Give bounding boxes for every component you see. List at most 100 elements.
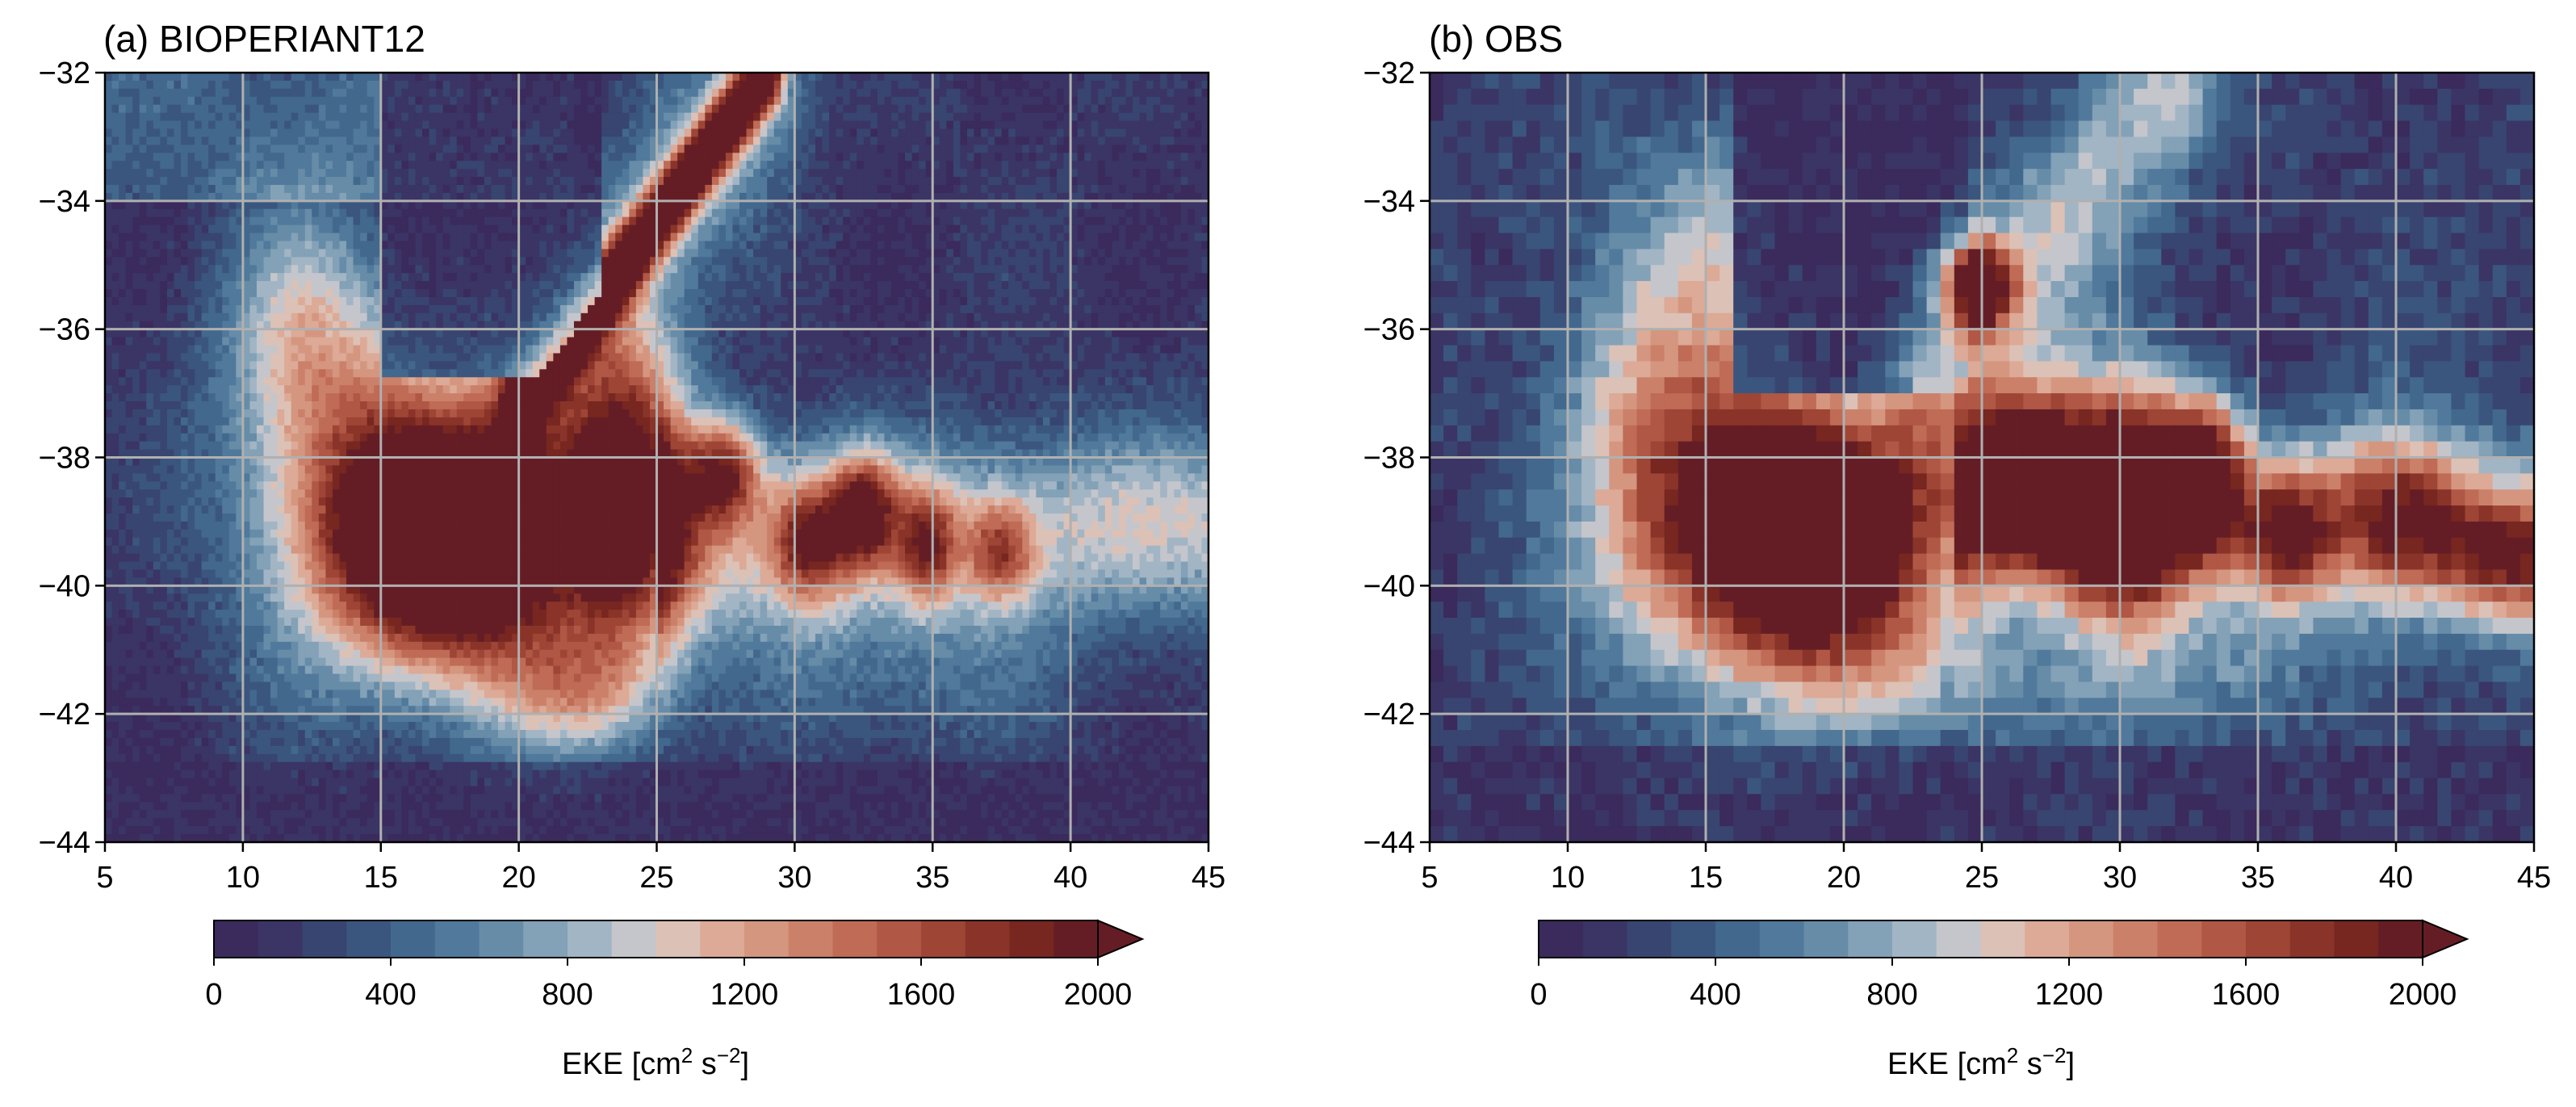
heatmap-cell (166, 289, 175, 298)
heatmap-cell (753, 312, 761, 322)
heatmap-cell (367, 224, 375, 234)
heatmap-cell (829, 224, 837, 234)
heatmap-cell (291, 241, 299, 249)
heatmap-cell (1008, 304, 1016, 314)
heatmap-cell (505, 112, 513, 122)
heatmap-cell (1028, 257, 1037, 266)
heatmap-cell (1112, 80, 1120, 90)
heatmap-cell (1057, 257, 1065, 266)
heatmap-cell (1133, 96, 1141, 106)
heatmap-cell (346, 192, 354, 202)
heatmap-cell (656, 304, 664, 314)
heatmap-cell (298, 200, 306, 210)
heatmap-cell (304, 289, 312, 298)
heatmap-cell (1194, 208, 1203, 218)
heatmap-cell (711, 208, 719, 218)
heatmap-cell (291, 96, 299, 106)
heatmap-cell (877, 96, 886, 106)
heatmap-cell (767, 128, 775, 138)
heatmap-cell (725, 136, 734, 145)
heatmap-cell (987, 257, 995, 266)
heatmap-cell (573, 216, 582, 226)
heatmap-cell (836, 104, 844, 114)
heatmap-cell (773, 273, 781, 282)
heatmap-cell (1042, 233, 1051, 242)
heatmap-cell (332, 200, 341, 210)
heatmap-cell (249, 73, 258, 82)
heatmap-cell (808, 145, 816, 153)
heatmap-cell (429, 289, 437, 298)
heatmap-cell (1070, 281, 1079, 290)
heatmap-cell (532, 169, 540, 178)
heatmap-cell (691, 169, 699, 178)
heatmap-cell (291, 153, 299, 161)
heatmap-cell (1112, 289, 1120, 298)
heatmap-cell (339, 289, 347, 298)
heatmap-cell (463, 161, 471, 170)
heatmap-cell (477, 265, 485, 274)
heatmap-cell (166, 184, 175, 194)
heatmap-cell (1187, 73, 1196, 82)
heatmap-cell (725, 281, 734, 290)
heatmap-cell (119, 281, 127, 290)
heatmap-cell (119, 224, 127, 234)
heatmap-cell (484, 161, 492, 170)
heatmap-cell (166, 321, 175, 330)
heatmap-cell (284, 304, 292, 314)
heatmap-cell (684, 265, 692, 274)
heatmap-cell (1118, 88, 1127, 98)
heatmap-cell (1022, 312, 1030, 322)
heatmap-cell (401, 88, 409, 98)
heatmap-cell (863, 104, 871, 114)
heatmap-cell (911, 73, 919, 82)
heatmap-cell (512, 192, 520, 202)
heatmap-cell (953, 104, 961, 114)
heatmap-cell (284, 177, 292, 186)
heatmap-cell (380, 208, 388, 218)
heatmap-cell (829, 153, 837, 161)
heatmap-cell (746, 241, 754, 249)
heatmap-cell (643, 249, 651, 258)
heatmap-cell (974, 184, 982, 194)
heatmap-cell (318, 128, 326, 138)
heatmap-cell (456, 104, 464, 114)
heatmap-cell (1036, 177, 1044, 186)
heatmap-cell (1098, 161, 1106, 170)
heatmap-cell (643, 241, 651, 249)
heatmap-cell (987, 281, 995, 290)
heatmap-cell (1098, 88, 1106, 98)
heatmap-cell (1187, 208, 1196, 218)
heatmap-cell (684, 200, 692, 210)
heatmap-cell (387, 153, 396, 161)
heatmap-cell (119, 241, 127, 249)
heatmap-cell (622, 296, 630, 306)
heatmap-cell (829, 233, 837, 242)
heatmap-cell (1180, 104, 1188, 114)
heatmap-cell (601, 153, 609, 161)
heatmap-cell (1167, 233, 1175, 242)
heatmap-cell (111, 257, 119, 266)
heatmap-cell (1180, 73, 1188, 82)
heatmap-cell (1167, 208, 1175, 218)
heatmap-cell (1139, 296, 1147, 306)
heatmap-cell (1139, 312, 1147, 322)
heatmap-cell (974, 249, 982, 258)
heatmap-cell (195, 241, 203, 249)
heatmap-cell (705, 177, 713, 186)
heatmap-cell (450, 161, 458, 170)
heatmap-cell (911, 169, 919, 178)
heatmap-cell (312, 233, 320, 242)
heatmap-cell (608, 289, 616, 298)
heatmap-cell (263, 192, 271, 202)
heatmap-cell (263, 296, 271, 306)
heatmap-cell (622, 249, 630, 258)
heatmap-cell (1153, 289, 1161, 298)
heatmap-cell (201, 80, 209, 90)
heatmap-cell (608, 208, 616, 218)
heatmap-cell (588, 289, 596, 298)
heatmap-cell (346, 289, 354, 298)
heatmap-cell (898, 281, 906, 290)
heatmap-cell (277, 224, 285, 234)
heatmap-cell (374, 184, 382, 194)
heatmap-cell (580, 312, 589, 322)
